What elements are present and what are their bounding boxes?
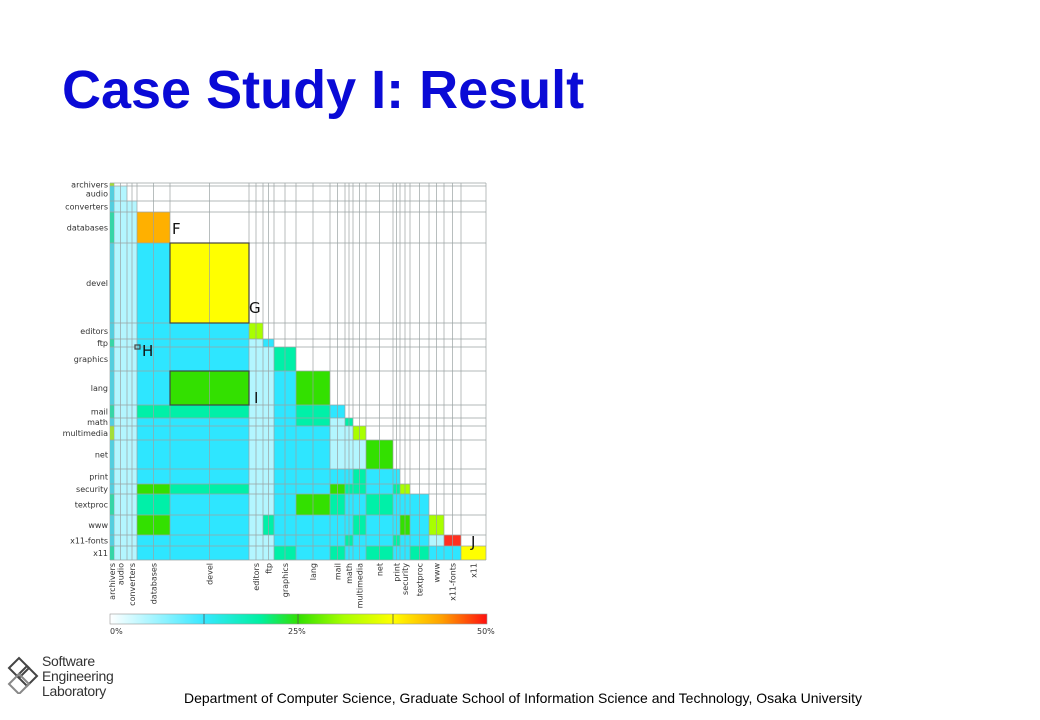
row-label-audio: audio [86,190,108,199]
col-label-devel: devel [206,563,215,585]
colorbar-tick-0: 0% [110,627,123,636]
row-label-lang: lang [91,384,108,393]
lab-logo: Software Engineering Laboratory [6,650,126,718]
row-label-editors: editors [80,327,108,336]
col-label-multimedia: multimedia [356,563,365,608]
col-label-x11: x11 [470,563,479,578]
col-label-editors: editors [252,563,261,591]
col-label-math: math [345,563,354,584]
row-label-ftp: ftp [97,339,108,348]
colorbar-tick-25: 25% [288,627,306,636]
colorbar: 0% 25% 50% [109,613,495,636]
col-label-lang: lang [309,563,318,580]
row-label-security: security [76,485,108,494]
row-label-databases: databases [67,224,108,233]
row-label-x11: x11 [93,549,108,558]
row-label-x11-fonts: x11-fonts [70,537,108,546]
col-label-print: print [393,563,402,582]
highlight-box-g [169,242,250,324]
row-label-net: net [95,451,108,460]
col-label-www: www [433,563,442,583]
annotation-F: F [172,220,181,238]
col-label-graphics: graphics [281,563,290,597]
highlight-box-i [169,370,250,406]
row-label-graphics: graphics [74,355,108,364]
logo-line-1: Software [42,653,95,669]
colorbar-gradient [109,613,488,625]
highlight-box-h [134,344,141,350]
row-label-converters: converters [65,203,108,212]
col-label-net: net [376,563,385,576]
row-label-mail: mail [91,408,108,417]
row-label-devel: devel [86,279,108,288]
col-label-textproc: textproc [416,563,425,596]
col-label-audio: audio [117,563,126,585]
footer-text: Department of Computer Science, Graduate… [184,690,863,706]
logo-line-3: Laboratory [42,683,106,699]
col-label-x11-fonts: x11-fonts [449,563,458,601]
annotation-I: I [254,389,258,407]
lab-logo-icon [7,656,39,694]
colorbar-tick-50: 50% [477,627,495,636]
annotation-G: G [249,299,261,317]
col-label-mail: mail [334,563,343,580]
row-label-multimedia: multimedia [63,429,108,438]
col-label-security: security [401,563,410,595]
annotation-J: J [470,533,475,551]
slide-title: Case Study I: Result [62,60,585,120]
col-label-archivers: archivers [108,563,117,600]
row-label-archivers: archivers [71,181,108,190]
annotation-H: H [142,342,153,360]
logo-line-2: Engineering [42,668,114,684]
matrix-cell-x11-x11 [461,546,486,560]
col-label-databases: databases [150,563,159,604]
col-label-converters: converters [128,563,137,606]
col-label-ftp: ftp [265,563,274,574]
row-label-print: print [89,473,108,482]
row-label-math: math [87,418,108,427]
row-label-textproc: textproc [75,501,108,510]
row-label-www: www [88,521,108,530]
